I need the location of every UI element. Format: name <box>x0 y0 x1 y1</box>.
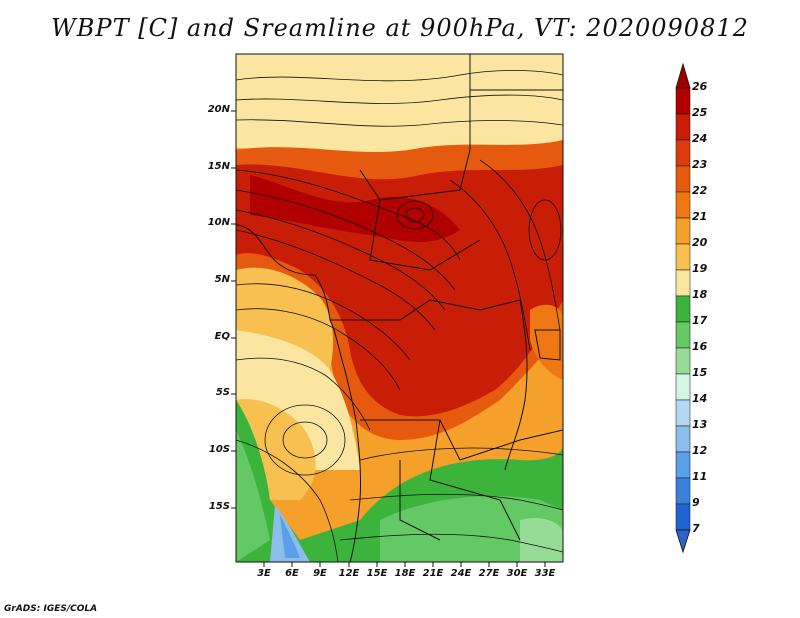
coastlines-borders <box>236 54 563 562</box>
lon-label-15e: 15E <box>366 568 388 579</box>
grads-credit: GrADS: IGES/COLA <box>4 604 98 614</box>
lat-label-5s: 5S <box>215 387 230 398</box>
colorbar-swatch <box>675 373 691 401</box>
colorbar-swatch <box>675 295 691 323</box>
colorbar-level-label: 18 <box>692 288 708 301</box>
colorbar-level-label: 15 <box>692 366 708 379</box>
lon-label-27e: 27E <box>478 568 500 579</box>
colorbar-level-label: 13 <box>692 418 708 431</box>
colorbar <box>675 62 691 554</box>
colorbar-level-label: 16 <box>692 340 708 353</box>
lat-ticks <box>231 110 236 509</box>
lon-label-21e: 21E <box>422 568 444 579</box>
colorbar-swatch <box>675 321 691 349</box>
colorbar-swatch <box>675 113 691 141</box>
colorbar-level-label: 17 <box>692 314 708 327</box>
colorbar-level-label: 7 <box>692 522 700 535</box>
colorbar-level-label: 23 <box>692 158 708 171</box>
lat-label-15n: 15N <box>207 161 230 172</box>
colorbar-swatch <box>675 165 691 193</box>
streamlines <box>236 70 563 562</box>
lon-label-12e: 12E <box>338 568 360 579</box>
lon-ticks <box>263 562 546 567</box>
colorbar-level-label: 12 <box>692 444 708 457</box>
colorbar-level-label: 9 <box>692 496 700 509</box>
colorbar-level-label: 20 <box>692 236 708 249</box>
colorbar-swatch <box>675 399 691 427</box>
lat-label-20n: 20N <box>207 104 230 115</box>
lon-label-30e: 30E <box>506 568 528 579</box>
colorbar-swatch <box>675 425 691 453</box>
colorbar-swatch <box>675 477 691 505</box>
map-frame <box>235 53 564 563</box>
lat-label-10s: 10S <box>208 444 230 455</box>
lat-label-eq: EQ <box>214 331 230 342</box>
colorbar-bottom-arrow <box>675 529 691 554</box>
colorbar-level-label: 22 <box>692 184 708 197</box>
colorbar-swatch <box>675 269 691 297</box>
colorbar-level-label: 24 <box>692 132 708 145</box>
wbpt-field <box>236 54 563 562</box>
colorbar-swatch <box>675 217 691 245</box>
colorbar-swatch <box>675 451 691 479</box>
colorbar-level-label: 14 <box>692 392 708 405</box>
colorbar-swatch <box>675 503 691 531</box>
colorbar-level-label: 19 <box>692 262 708 275</box>
lon-label-33e: 33E <box>534 568 556 579</box>
colorbar-swatch <box>675 87 691 115</box>
colorbar-swatch <box>675 347 691 375</box>
lat-label-5n: 5N <box>214 274 230 285</box>
colorbar-level-label: 11 <box>692 470 708 483</box>
colorbar-level-label: 21 <box>692 210 708 223</box>
hottest-core <box>236 164 563 417</box>
lon-label-18e: 18E <box>394 568 416 579</box>
lon-label-24e: 24E <box>450 568 472 579</box>
colorbar-swatch <box>675 243 691 271</box>
lat-label-15s: 15S <box>208 501 230 512</box>
lon-label-6e: 6E <box>285 568 299 579</box>
colorbar-swatch <box>675 191 691 219</box>
lat-label-10n: 10N <box>207 217 230 228</box>
colorbar-swatch <box>675 139 691 167</box>
colorbar-level-label: 25 <box>692 106 708 119</box>
colorbar-level-label: 26 <box>692 80 708 93</box>
lon-label-3e: 3E <box>257 568 271 579</box>
colorbar-top-arrow <box>675 62 691 89</box>
lon-label-9e: 9E <box>313 568 327 579</box>
map-title: WBPT [C] and Sreamline at 900hPa, VT: 20… <box>51 14 749 42</box>
